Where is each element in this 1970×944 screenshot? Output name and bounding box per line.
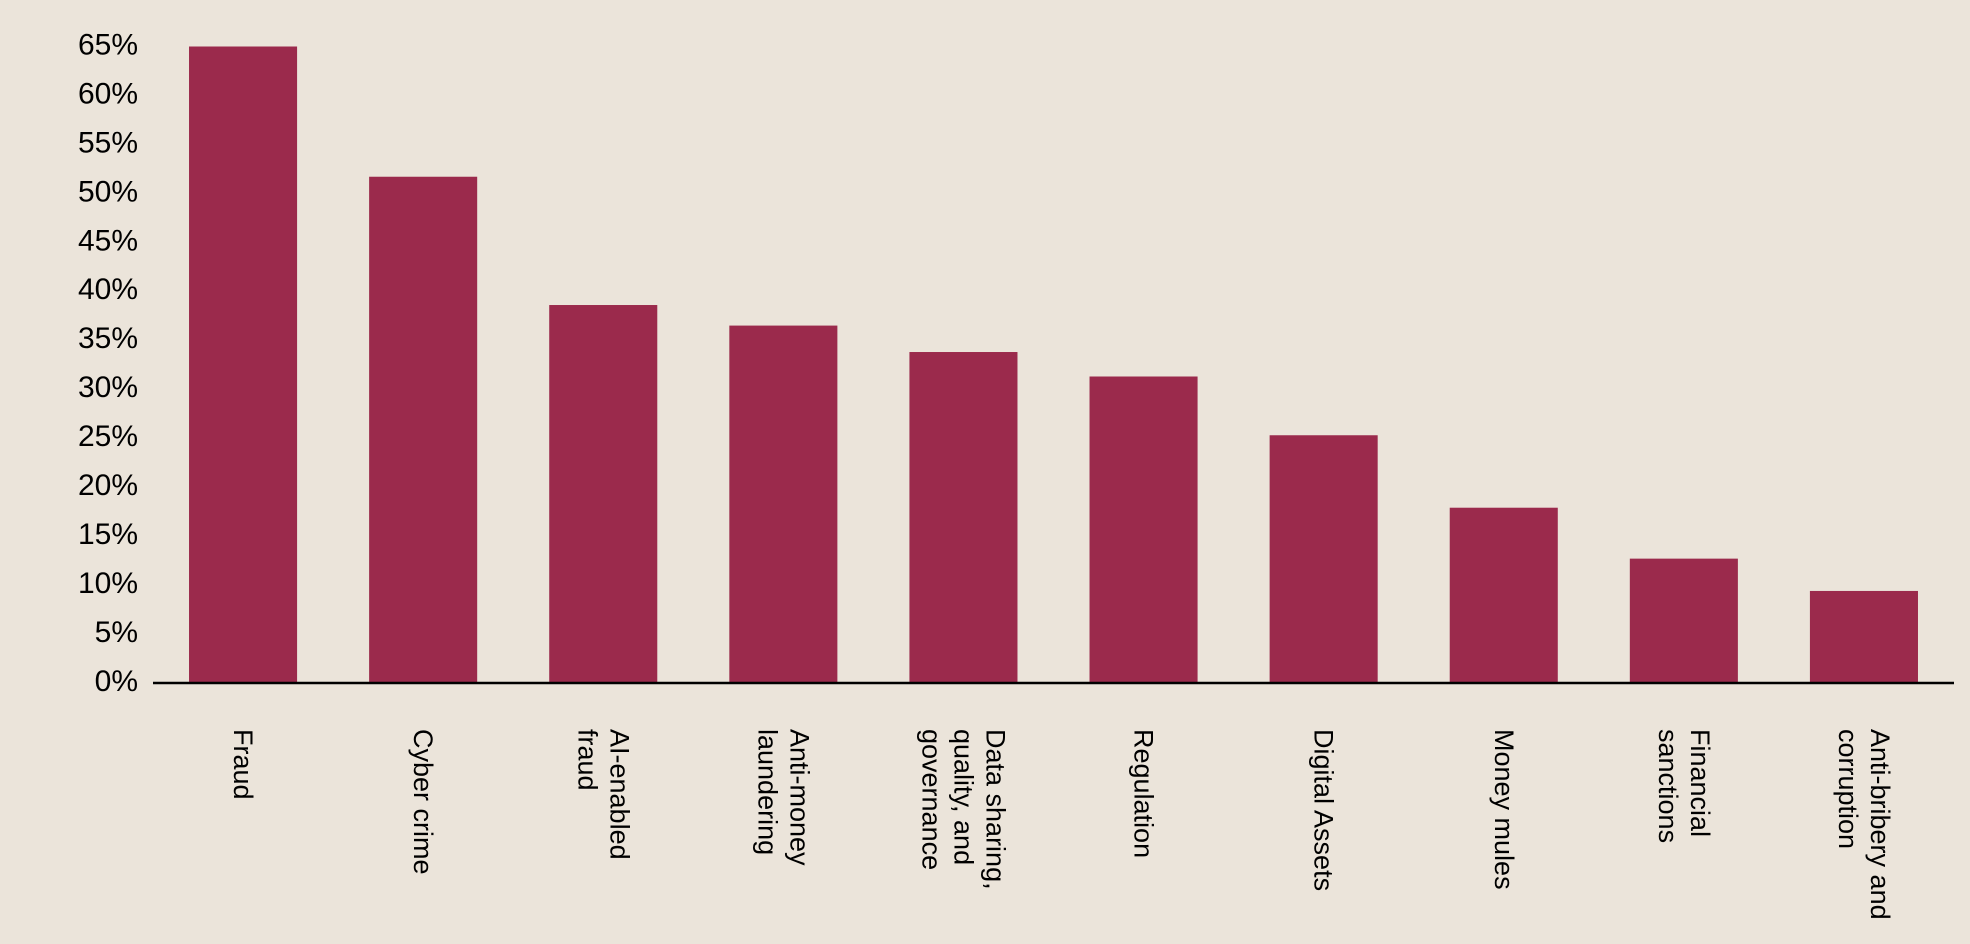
- bar: [1629, 558, 1738, 683]
- bar: [1269, 435, 1378, 683]
- y-tick-label: 25%: [78, 420, 138, 453]
- y-tick-label: 5%: [95, 616, 138, 649]
- bar: [189, 46, 298, 683]
- x-tick-label: Money mules: [1488, 729, 1519, 890]
- y-tick-label: 45%: [78, 224, 138, 257]
- bar: [909, 352, 1018, 683]
- x-tick-label: AI-enabled fraud: [572, 729, 635, 860]
- y-tick-label: 10%: [78, 567, 138, 600]
- y-tick-label: 35%: [78, 322, 138, 355]
- y-tick-label: 30%: [78, 371, 138, 404]
- x-tick-label: Anti-money laundering: [752, 729, 815, 866]
- bar: [1089, 376, 1198, 683]
- bar: [549, 305, 658, 683]
- x-tick-label: Data sharing, quality, and governance: [916, 729, 1011, 890]
- bar: [369, 176, 478, 684]
- y-tick-label: 20%: [78, 469, 138, 502]
- bar: [1449, 507, 1558, 683]
- x-tick-label: Regulation: [1128, 729, 1159, 859]
- y-tick-label: 40%: [78, 273, 138, 306]
- y-tick-label: 65%: [78, 28, 138, 61]
- y-tick-label: 15%: [78, 518, 138, 551]
- x-tick-label: Cyber crime: [408, 729, 439, 875]
- bar: [729, 325, 838, 683]
- y-tick-label: 55%: [78, 126, 138, 159]
- y-tick-label: 60%: [78, 77, 138, 110]
- x-tick-label: Fraud: [228, 729, 259, 800]
- x-tick-label: Financial sanctions: [1652, 729, 1715, 844]
- y-tick-label: 50%: [78, 175, 138, 208]
- y-tick-label: 0%: [95, 665, 138, 698]
- x-tick-label: Anti-bribery and corruption: [1832, 729, 1895, 920]
- bar: [1809, 590, 1918, 683]
- x-tick-label: Digital Assets: [1308, 729, 1339, 892]
